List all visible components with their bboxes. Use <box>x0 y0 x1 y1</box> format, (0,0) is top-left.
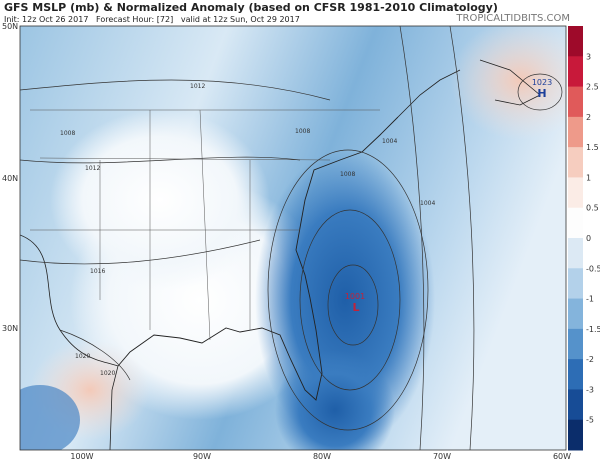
isobar-label: 1004 <box>420 200 435 207</box>
colorbar-swatch <box>568 56 583 88</box>
map-frame <box>19 25 567 451</box>
colorbar-swatch <box>568 389 583 421</box>
colorbar-swatch <box>568 177 583 209</box>
map-area: 1012 1008 1012 1016 1020 1020 1008 1004 … <box>20 26 566 450</box>
colorbar-swatch <box>568 298 583 330</box>
low-pressure: 1001 <box>345 292 365 301</box>
colorbar-swatch <box>568 207 583 239</box>
colorbar-label: 1.5 <box>586 143 599 152</box>
lon-label: 60W <box>553 452 571 461</box>
lat-labels: 50N 40N 30N <box>2 22 18 333</box>
lat-label: 40N <box>2 174 18 183</box>
colorbar-swatch <box>568 147 583 178</box>
watermark: TROPICALTIDBITS.COM <box>455 13 570 24</box>
high-symbol: H <box>537 87 546 100</box>
colorbar-label: 2.5 <box>586 83 599 92</box>
colorbar-label: 0.5 <box>586 204 599 213</box>
lon-label: 100W <box>70 452 93 461</box>
colorbar-swatch <box>568 26 583 57</box>
isobar-label: 1020 <box>75 353 90 360</box>
colorbar-swatch <box>568 328 583 360</box>
colorbar-label: 0 <box>586 234 591 243</box>
isobar-label: 1020 <box>100 370 115 377</box>
low-symbol: L <box>352 301 359 314</box>
title: GFS MSLP (mb) & Normalized Anomaly (base… <box>4 1 498 14</box>
lon-label: 90W <box>193 452 211 461</box>
colorbar-swatch <box>568 419 583 451</box>
isobar-label: 1012 <box>190 83 205 90</box>
colorbar-swatch <box>568 116 583 148</box>
colorbar-swatch <box>568 238 583 269</box>
colorbar-label: 1 <box>586 173 591 182</box>
colorbar-swatch <box>568 86 583 118</box>
colorbar-label: -1.5 <box>586 325 600 334</box>
colorbar-label: -0.5 <box>586 264 600 273</box>
isobar-label: 1004 <box>382 138 397 145</box>
subtitle: Init: 12z Oct 26 2017 Forecast Hour: [72… <box>4 15 300 24</box>
high-pressure: 1023 <box>532 78 552 87</box>
isobar-label: 1008 <box>295 128 310 135</box>
isobar-label: 1016 <box>90 268 105 275</box>
colorbar-label: -1 <box>586 295 594 304</box>
colorbar-label: -2 <box>586 355 594 364</box>
colorbar-swatch <box>568 359 583 390</box>
colorbar-label: 2 <box>586 113 591 122</box>
lon-label: 80W <box>313 452 331 461</box>
isobar-label: 1008 <box>60 130 75 137</box>
colorbar-swatch <box>568 268 583 300</box>
isobar-label: 1012 <box>85 165 100 172</box>
colorbar-label: 3 <box>586 52 591 61</box>
isobar-labels: 1012 1008 1012 1016 1020 1020 1008 1004 … <box>60 83 435 377</box>
isobar-label: 1008 <box>340 171 355 178</box>
lon-labels: 100W 90W 80W 70W 60W <box>70 452 571 461</box>
lat-label: 30N <box>2 324 18 333</box>
colorbar: 3 2.5 2 1.5 1 0.5 0 -0.5 -1 -1.5 -2 -3 -5 <box>568 26 600 451</box>
colorbar-label: -5 <box>586 416 594 425</box>
lon-label: 70W <box>433 452 451 461</box>
colorbar-label: -3 <box>586 385 594 394</box>
lat-label: 50N <box>2 22 18 31</box>
